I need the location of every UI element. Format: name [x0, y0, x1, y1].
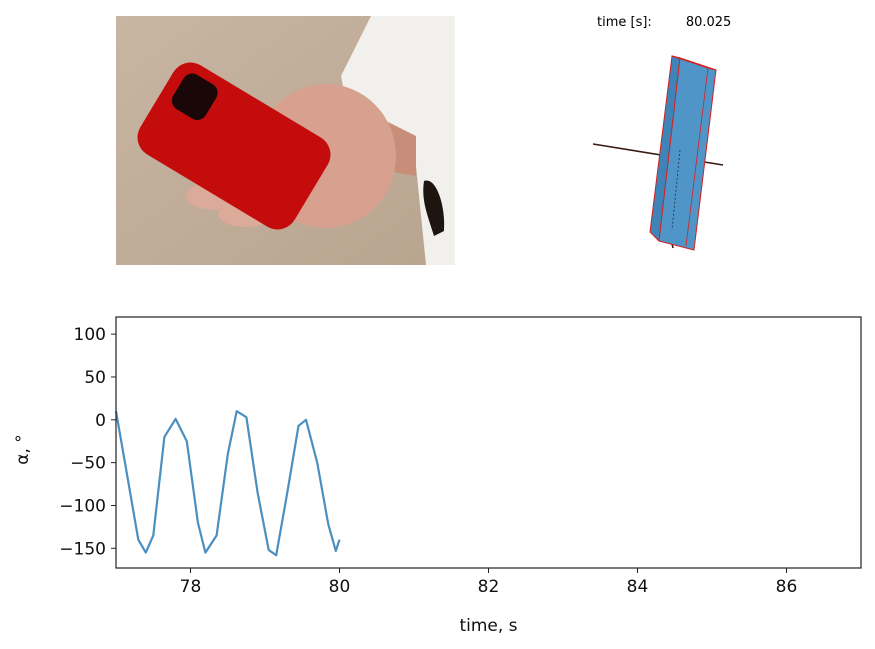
- y-tick-label: −100: [59, 496, 106, 516]
- x-tick-label: 80: [329, 577, 351, 597]
- orientation-3d-drawing: [592, 55, 724, 251]
- y-tick-label: −50: [70, 454, 106, 474]
- x-tick-label: 78: [180, 577, 202, 597]
- plot-frame: [115, 316, 862, 569]
- phone: [137, 62, 331, 230]
- time-label: time [s]:: [597, 15, 652, 30]
- x-tick-label: 84: [627, 577, 649, 597]
- hidden-edge: [671, 149, 681, 231]
- phone-photo-drawing: [116, 16, 455, 265]
- x-tick-label: 82: [478, 577, 500, 597]
- y-axis-label: α, °: [13, 434, 33, 465]
- time-value: 80.025: [685, 15, 732, 30]
- orientation-3d-view: [560, 10, 770, 260]
- x-axis-label: time, s: [459, 616, 517, 636]
- y-tick-label: 50: [84, 368, 106, 388]
- y-tick-label: −150: [59, 539, 106, 559]
- alpha-vs-time-chart: 78 80 82 84 86 100 50 0 −50 −100 −150 time, s α, °: [13, 316, 862, 636]
- x-tick-label: 86: [776, 577, 798, 597]
- phone-photo: [116, 16, 455, 265]
- tick-group: 78 80 82 84 86 100 50 0 −50 −100 −150: [59, 325, 797, 597]
- series-line-alpha: [114, 410, 341, 557]
- y-tick-label: 0: [95, 411, 106, 431]
- box-edge: [685, 67, 709, 247]
- phone-camera: [171, 73, 218, 120]
- shadow: [423, 180, 445, 236]
- time-readout: time [s]: 80.025: [597, 15, 731, 30]
- y-tick-label: 100: [74, 325, 106, 345]
- box-top-face: [671, 55, 717, 71]
